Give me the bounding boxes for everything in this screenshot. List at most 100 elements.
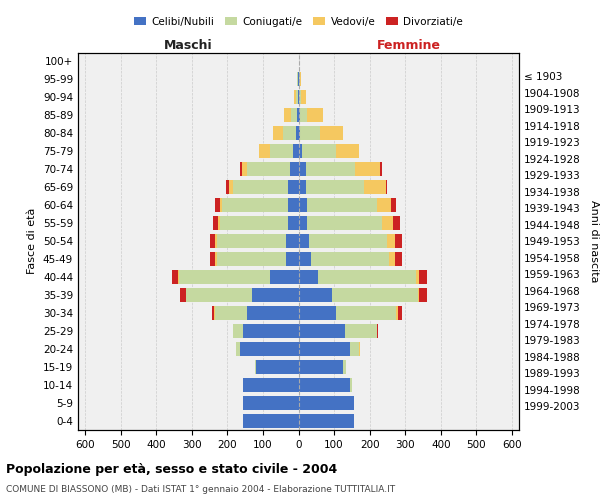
Bar: [244, 414, 299, 428]
Bar: [293, 144, 299, 158]
Bar: [299, 108, 300, 122]
Bar: [244, 378, 299, 392]
Bar: [389, 252, 395, 266]
Bar: [397, 306, 398, 320]
Bar: [247, 162, 290, 176]
Bar: [320, 126, 343, 140]
Bar: [220, 198, 222, 212]
Bar: [214, 306, 215, 320]
Bar: [302, 144, 336, 158]
Bar: [215, 306, 247, 320]
Bar: [393, 216, 400, 230]
Bar: [297, 108, 299, 122]
Bar: [377, 198, 391, 212]
Text: Femmine: Femmine: [377, 38, 441, 52]
Bar: [350, 378, 352, 392]
Bar: [298, 90, 299, 104]
Bar: [300, 126, 320, 140]
Bar: [226, 180, 229, 194]
Bar: [220, 216, 288, 230]
Bar: [299, 198, 307, 212]
Bar: [181, 288, 186, 302]
Bar: [229, 180, 233, 194]
Bar: [299, 342, 350, 356]
Bar: [186, 288, 187, 302]
Bar: [215, 252, 217, 266]
Bar: [187, 288, 252, 302]
Bar: [242, 378, 244, 392]
Bar: [284, 108, 292, 122]
Bar: [292, 108, 297, 122]
Bar: [305, 180, 364, 194]
Bar: [296, 90, 298, 104]
Bar: [299, 414, 353, 428]
Bar: [299, 144, 302, 158]
Bar: [380, 162, 382, 176]
Bar: [299, 252, 311, 266]
Bar: [290, 162, 299, 176]
Bar: [391, 198, 397, 212]
Bar: [242, 162, 247, 176]
Text: COMUNE DI BIASSONO (MB) - Dati ISTAT 1° gennaio 2004 - Elaborazione TUTTITALIA.I: COMUNE DI BIASSONO (MB) - Dati ISTAT 1° …: [6, 485, 395, 494]
Y-axis label: Fasce di età: Fasce di età: [28, 208, 37, 274]
Bar: [240, 162, 242, 176]
Bar: [386, 180, 388, 194]
Bar: [419, 270, 427, 284]
Bar: [299, 126, 300, 140]
Bar: [212, 306, 214, 320]
Bar: [270, 270, 299, 284]
Bar: [215, 234, 217, 248]
Bar: [283, 126, 296, 140]
Bar: [240, 342, 299, 356]
Text: Maschi: Maschi: [164, 38, 212, 52]
Bar: [395, 252, 401, 266]
Bar: [299, 324, 345, 338]
Bar: [309, 234, 388, 248]
Bar: [179, 270, 270, 284]
Bar: [307, 216, 382, 230]
Bar: [215, 198, 220, 212]
Bar: [209, 234, 215, 248]
Bar: [299, 162, 305, 176]
Bar: [418, 288, 419, 302]
Bar: [299, 306, 336, 320]
Y-axis label: Anni di nascita: Anni di nascita: [589, 200, 599, 282]
Bar: [382, 216, 393, 230]
Bar: [416, 270, 419, 284]
Bar: [355, 162, 380, 176]
Bar: [270, 144, 293, 158]
Bar: [318, 270, 416, 284]
Bar: [343, 360, 346, 374]
Bar: [307, 198, 377, 212]
Bar: [256, 360, 299, 374]
Bar: [233, 180, 288, 194]
Bar: [299, 378, 350, 392]
Bar: [350, 342, 359, 356]
Bar: [359, 342, 361, 356]
Bar: [217, 252, 286, 266]
Bar: [244, 396, 299, 410]
Bar: [178, 270, 179, 284]
Bar: [307, 108, 323, 122]
Bar: [311, 252, 389, 266]
Bar: [222, 198, 288, 212]
Bar: [336, 144, 359, 158]
Bar: [288, 198, 299, 212]
Bar: [299, 72, 301, 86]
Bar: [388, 234, 395, 248]
Bar: [336, 306, 397, 320]
Bar: [233, 324, 244, 338]
Bar: [419, 288, 427, 302]
Bar: [252, 288, 299, 302]
Bar: [297, 72, 298, 86]
Bar: [395, 234, 401, 248]
Bar: [213, 216, 218, 230]
Bar: [299, 360, 343, 374]
Bar: [345, 324, 377, 338]
Bar: [377, 324, 378, 338]
Bar: [300, 108, 307, 122]
Bar: [364, 180, 386, 194]
Bar: [286, 252, 299, 266]
Bar: [259, 144, 270, 158]
Bar: [299, 234, 309, 248]
